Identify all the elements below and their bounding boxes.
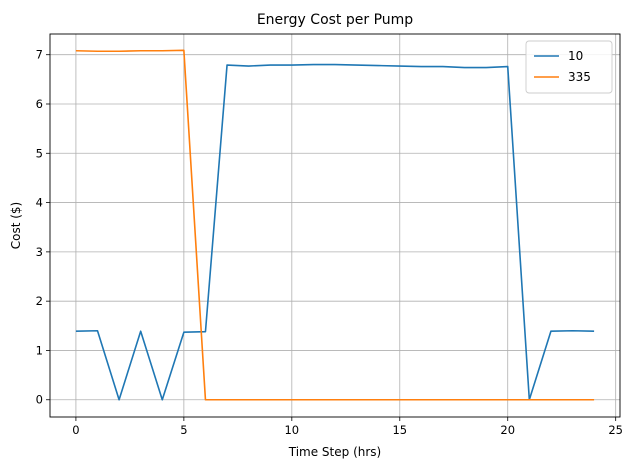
plot-frame [49, 33, 621, 418]
x-tick-label: 10 [284, 423, 299, 437]
y-tick-label: 7 [36, 48, 43, 62]
x-tick-label: 20 [500, 423, 515, 437]
legend-label-335: 335 [568, 70, 591, 84]
legend-label-10: 10 [568, 49, 583, 63]
legend-box [525, 40, 613, 94]
y-tick-label: 5 [36, 146, 43, 160]
legend: 10 335 [525, 40, 613, 94]
x-axis-label: Time Step (hrs) [288, 445, 381, 459]
grid [50, 34, 620, 417]
y-tick-label: 6 [36, 97, 43, 111]
series-line-335 [75, 49, 595, 401]
y-tick-label: 2 [36, 294, 43, 308]
x-tick-label: 25 [608, 423, 623, 437]
y-tick-label: 3 [36, 245, 43, 259]
series-layer [75, 49, 595, 401]
x-tick-label: 5 [180, 423, 187, 437]
y-tick-label: 0 [36, 393, 43, 407]
x-tick-label: 0 [72, 423, 79, 437]
y-tick-label: 4 [36, 196, 43, 210]
y-tick-label: 1 [36, 343, 43, 357]
x-tick-label: 15 [392, 423, 407, 437]
series-line-10 [75, 63, 595, 401]
chart-title: Energy Cost per Pump [257, 12, 413, 28]
y-axis-label: Cost ($) [9, 202, 23, 250]
ticks: 0 5 10 15 20 25 0 1 2 3 4 5 6 7 [36, 48, 623, 437]
